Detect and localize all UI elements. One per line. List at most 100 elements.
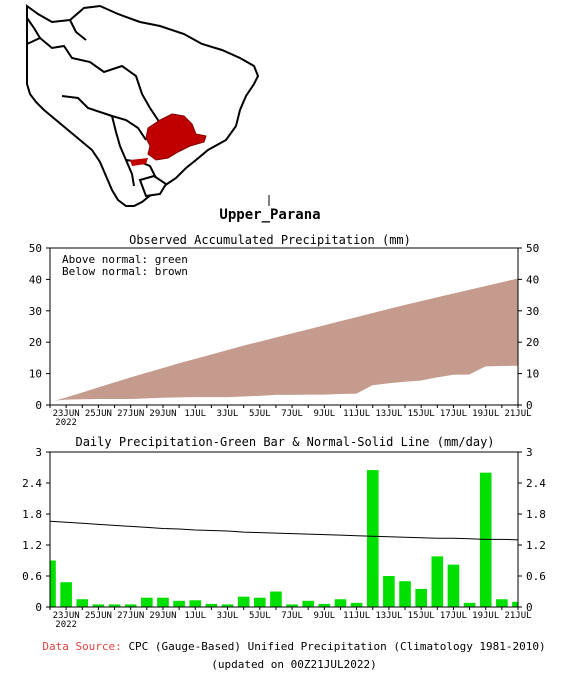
upper-parana-basin-tail	[130, 158, 148, 166]
y-tick-label-right: 2.4	[526, 477, 546, 490]
plot-frame	[49, 247, 519, 406]
daily-bar	[124, 604, 137, 607]
daily-chart: Daily Precipitation-Green Bar & Normal-S…	[22, 435, 546, 630]
y-tick-label-right: 0	[526, 399, 533, 412]
x-tick-label: 27JUN	[117, 409, 144, 419]
x-tick-label: 23JUN	[53, 611, 80, 621]
daily-bar	[237, 596, 250, 607]
daily-bar	[318, 603, 331, 607]
y-tick-label-right: 30	[526, 305, 539, 318]
x-tick-sublabel: 2022	[55, 418, 77, 428]
normal-line	[49, 520, 519, 541]
region-label: Upper_Parana	[219, 207, 320, 223]
y-tick-label-left: 2.4	[22, 477, 42, 490]
x-tick-label: 19JUL	[472, 611, 499, 621]
accumulated-plot-area: 0 0 10 10 20 20 30 30 40 40 50 50 23JUN 25JUN 27JUN 29J…	[29, 242, 540, 428]
daily-bar	[50, 560, 56, 607]
daily-bar	[205, 603, 218, 607]
x-tick-label: 11JUL	[343, 409, 370, 419]
y-tick-label-right: 1.8	[526, 508, 546, 521]
x-tick-label: 21JUL	[504, 409, 531, 419]
y-tick-label-left: 0.6	[22, 570, 42, 583]
y-tick-label-left: 3	[35, 446, 42, 459]
x-tick-label: 5JUL	[249, 409, 271, 419]
x-tick-label: 7JUL	[281, 611, 303, 621]
x-tick-label: 21JUL	[504, 611, 531, 621]
x-tick-label: 17JUL	[440, 611, 467, 621]
daily-bar	[141, 597, 153, 607]
x-tick-label: 17JUL	[440, 409, 467, 419]
y-tick-label-right: 3	[526, 446, 533, 459]
x-tick-sublabel: 2022	[55, 620, 77, 630]
observed-line	[49, 365, 519, 404]
y-tick-label-right: 10	[526, 368, 539, 381]
daily-bar	[60, 582, 72, 607]
y-tick-label-left: 20	[29, 336, 42, 349]
daily-bar	[447, 564, 460, 607]
x-tick-label: 29JUN	[149, 611, 176, 621]
daily-bar	[334, 599, 347, 607]
x-tick-label: 25JUN	[85, 611, 112, 621]
plot-frame	[49, 451, 519, 608]
daily-bar	[350, 602, 363, 607]
daily-bar	[108, 604, 121, 607]
y-tick-label-left: 0	[35, 399, 42, 412]
daily-bar	[496, 599, 508, 607]
y-tick-label-left: 40	[29, 273, 42, 286]
upper-parana-basin	[145, 113, 207, 161]
x-tick-label: 15JUL	[408, 409, 435, 419]
legend-below-normal: Below normal: brown	[62, 265, 188, 278]
daily-chart-title: Daily Precipitation-Green Bar & Normal-S…	[75, 435, 494, 449]
daily-bar	[479, 472, 492, 607]
x-tick-label: 25JUN	[85, 409, 112, 419]
daily-bar	[463, 602, 476, 607]
y-tick-label-left: 30	[29, 305, 42, 318]
daily-bar	[189, 600, 202, 607]
daily-bar	[173, 600, 185, 607]
x-tick-label: 29JUN	[149, 409, 176, 419]
x-tick-label: 3JUL	[217, 409, 239, 419]
x-tick-label: 3JUL	[217, 611, 239, 621]
y-tick-label-right: 40	[526, 273, 539, 286]
x-tick-label: 9JUL	[314, 409, 336, 419]
y-tick-label-left: 0	[35, 601, 42, 614]
accumulated-chart-title: Observed Accumulated Precipitation (mm)	[129, 233, 411, 247]
daily-bar	[302, 600, 315, 607]
data-source-line: Data Source: CPC (Gauge-Based) Unified P…	[0, 640, 588, 653]
y-tick-label-left: 1.2	[22, 539, 42, 552]
daily-bar	[253, 597, 266, 607]
x-tick-label: 5JUL	[249, 611, 271, 621]
map-panel: Upper_Parana	[26, 4, 321, 223]
daily-bar	[76, 599, 89, 607]
y-tick-label-left: 10	[29, 368, 42, 381]
y-tick-label-right: 50	[526, 242, 539, 255]
data-source-label: Data Source:	[42, 640, 122, 653]
y-tick-label-right: 20	[526, 336, 539, 349]
x-tick-label: 1JUL	[184, 409, 206, 419]
daily-bar	[92, 604, 105, 607]
daily-bar	[157, 597, 169, 607]
south-america-map	[26, 4, 260, 207]
daily-plot-area: 0 0 0.6 0.6 1.2 1.2 1.8 1.8 2.4 2.4 3 3 23JUN 25JUN 27…	[22, 446, 546, 630]
legend-above-normal: Above normal: green	[62, 253, 188, 266]
x-tick-label: 11JUL	[343, 611, 370, 621]
daily-bar	[221, 604, 234, 607]
x-tick-label: 1JUL	[184, 611, 206, 621]
data-source-text: CPC (Gauge-Based) Unified Precipitation …	[128, 640, 546, 653]
daily-bar	[512, 601, 518, 607]
daily-bar	[431, 556, 444, 607]
daily-bar	[399, 581, 411, 607]
x-tick-label: 19JUL	[472, 409, 499, 419]
daily-bar	[366, 470, 379, 607]
y-tick-label-right: 0.6	[526, 570, 546, 583]
x-tick-label: 13JUL	[375, 409, 402, 419]
x-tick-label: 7JUL	[281, 409, 303, 419]
accumulated-chart: Observed Accumulated Precipitation (mm) …	[29, 233, 540, 428]
x-tick-label: 9JUL	[314, 611, 336, 621]
daily-bar	[415, 588, 427, 607]
daily-bar	[270, 591, 282, 607]
y-tick-label-right: 1.2	[526, 539, 546, 552]
x-tick-label: 15JUL	[408, 611, 435, 621]
daily-bar	[383, 576, 395, 607]
